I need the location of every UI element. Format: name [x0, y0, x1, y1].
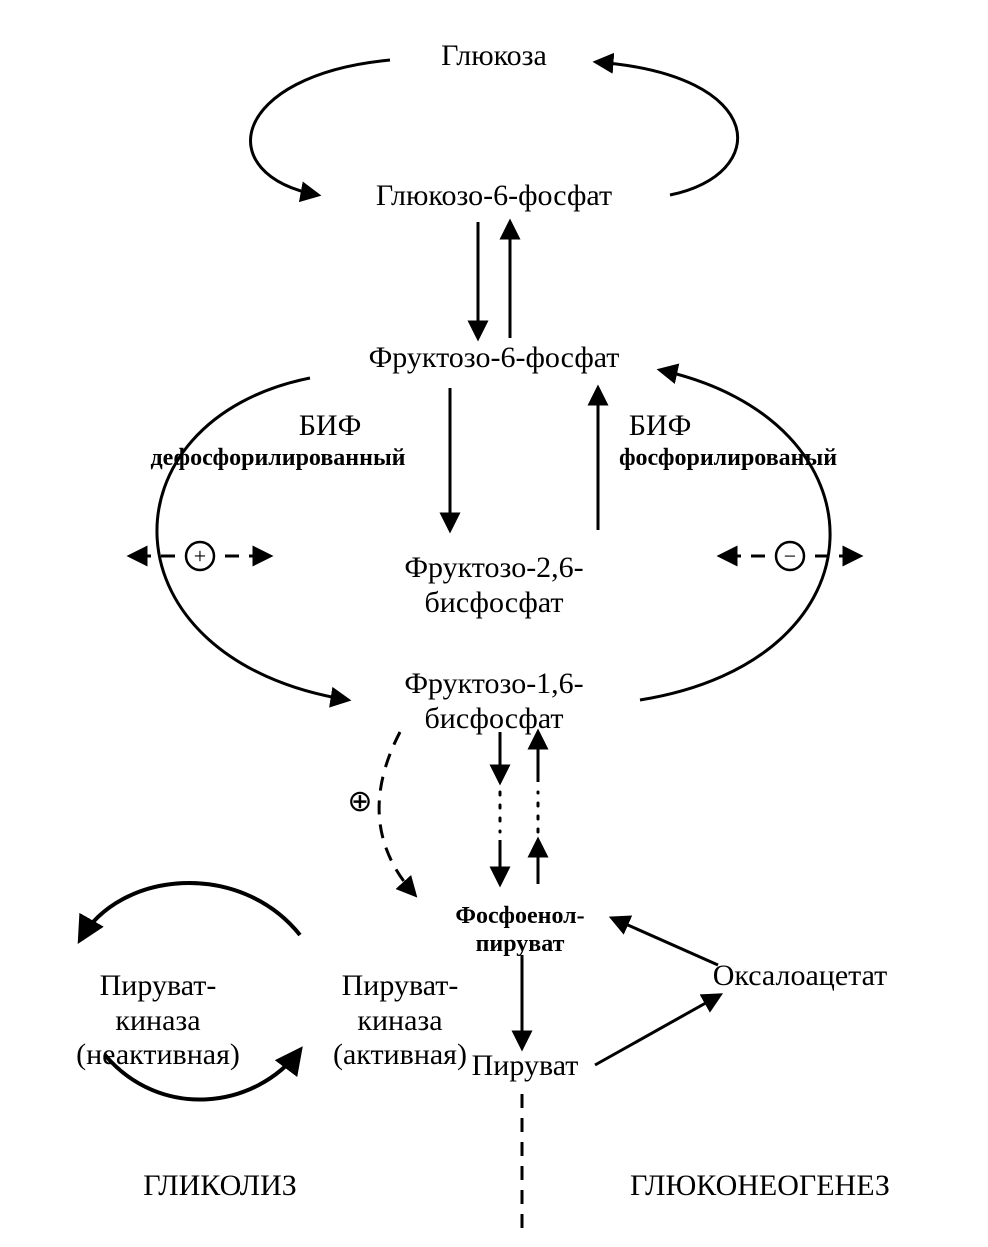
node-pk-inactive: Пируват- киназа (неактивная) [28, 969, 288, 1073]
node-bif-right-l2: фосфорилированый [558, 445, 898, 473]
diagram-stage: + − Глюкоза Глюкозо-6-фосфат Фруктозо-6-ф… [0, 0, 988, 1247]
node-glucose: Глюкоза [364, 39, 624, 74]
minus_right-glyph-icon: − [784, 544, 796, 569]
minus_right-circle-icon [776, 542, 804, 570]
node-bif-left-l1: БИФ [230, 409, 430, 444]
node-g6p: Глюкозо-6-фосфат [294, 179, 694, 214]
node-f16bp: Фруктозо-1,6- бисфосфат [344, 667, 644, 736]
edge-pk_loop_top [80, 883, 300, 940]
plus-center-icon: ⊕ [330, 785, 390, 820]
node-f26bp: Фруктозо-2,6- бисфосфат [344, 551, 644, 620]
label-gluconeogenesis: ГЛЮКОНЕОГЕНЕЗ [580, 1169, 940, 1204]
node-f6p: Фруктозо-6-фосфат [294, 341, 694, 376]
plus_left-glyph-icon: + [194, 544, 206, 569]
edge-glucose_loop_left [251, 60, 390, 195]
plus_left-circle-icon [186, 542, 214, 570]
node-pyruvate: Пируват [415, 1049, 635, 1084]
node-oxaloacetate: Оксалоацетат [660, 959, 940, 994]
edge-glucose_loop_right [596, 62, 738, 195]
label-glycolysis: ГЛИКОЛИЗ [70, 1169, 370, 1204]
node-pep: Фосфоенол- пируват [395, 903, 645, 958]
node-bif-left-l2: дефосфорилированный [108, 445, 448, 473]
node-bif-right-l1: БИФ [560, 409, 760, 444]
